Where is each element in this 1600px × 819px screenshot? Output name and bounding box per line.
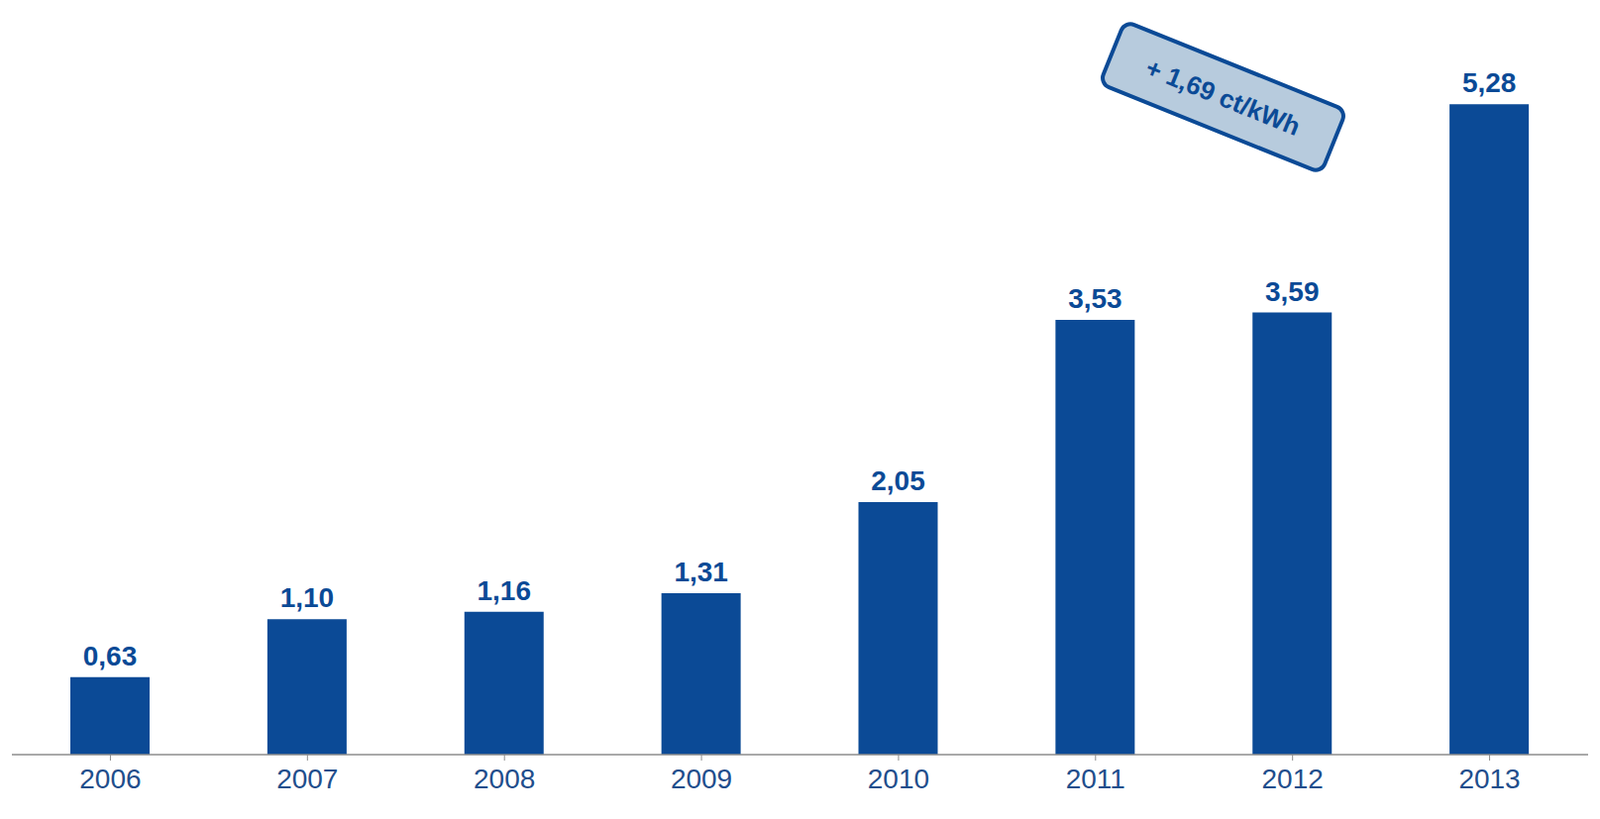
svg-text:1,10: 1,10: [280, 582, 335, 614]
html-text:+ 1,69 ct/kWh: + 1,69 ct/kWh: [1141, 52, 1305, 142]
svg-text:2007: 2007: [276, 763, 338, 795]
svg-text:2006: 2006: [79, 763, 141, 795]
svg-text:3,53: 3,53: [1067, 283, 1123, 315]
svg-text:2012: 2012: [1262, 763, 1324, 795]
svg-text:3,59: 3,59: [1265, 276, 1320, 308]
svg-text:5,28: 5,28: [1462, 67, 1517, 99]
svg-text:1,31: 1,31: [673, 556, 729, 588]
svg-text:0,63: 0,63: [83, 640, 138, 672]
svg-text:2008: 2008: [473, 763, 535, 795]
svg-text:2010: 2010: [867, 763, 930, 795]
svg-text:2013: 2013: [1458, 763, 1520, 795]
svg-text:2011: 2011: [1066, 763, 1126, 795]
svg-text:2,05: 2,05: [870, 465, 926, 497]
svg-text:1,16: 1,16: [477, 575, 533, 607]
svg-text:2009: 2009: [670, 763, 733, 795]
